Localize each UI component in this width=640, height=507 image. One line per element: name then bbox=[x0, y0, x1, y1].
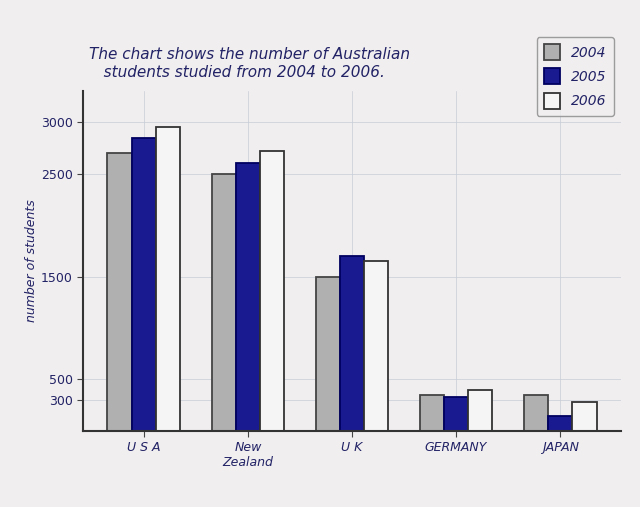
Bar bbox=[212, 173, 236, 431]
Bar bbox=[572, 402, 596, 431]
Bar bbox=[524, 395, 548, 431]
Bar bbox=[236, 163, 260, 431]
Bar bbox=[316, 276, 340, 431]
Bar bbox=[132, 137, 156, 431]
Y-axis label: number of students: number of students bbox=[25, 200, 38, 322]
Bar bbox=[108, 153, 132, 431]
Bar bbox=[156, 127, 180, 431]
Bar bbox=[468, 390, 492, 431]
Text: The chart shows the number of Australian
   students studied from 2004 to 2006.: The chart shows the number of Australian… bbox=[88, 47, 410, 80]
Bar bbox=[420, 395, 444, 431]
Bar bbox=[340, 256, 364, 431]
Bar bbox=[260, 151, 284, 431]
Bar bbox=[364, 261, 388, 431]
Bar bbox=[548, 416, 572, 431]
Legend: 2004, 2005, 2006: 2004, 2005, 2006 bbox=[537, 37, 614, 116]
Bar bbox=[444, 397, 468, 431]
